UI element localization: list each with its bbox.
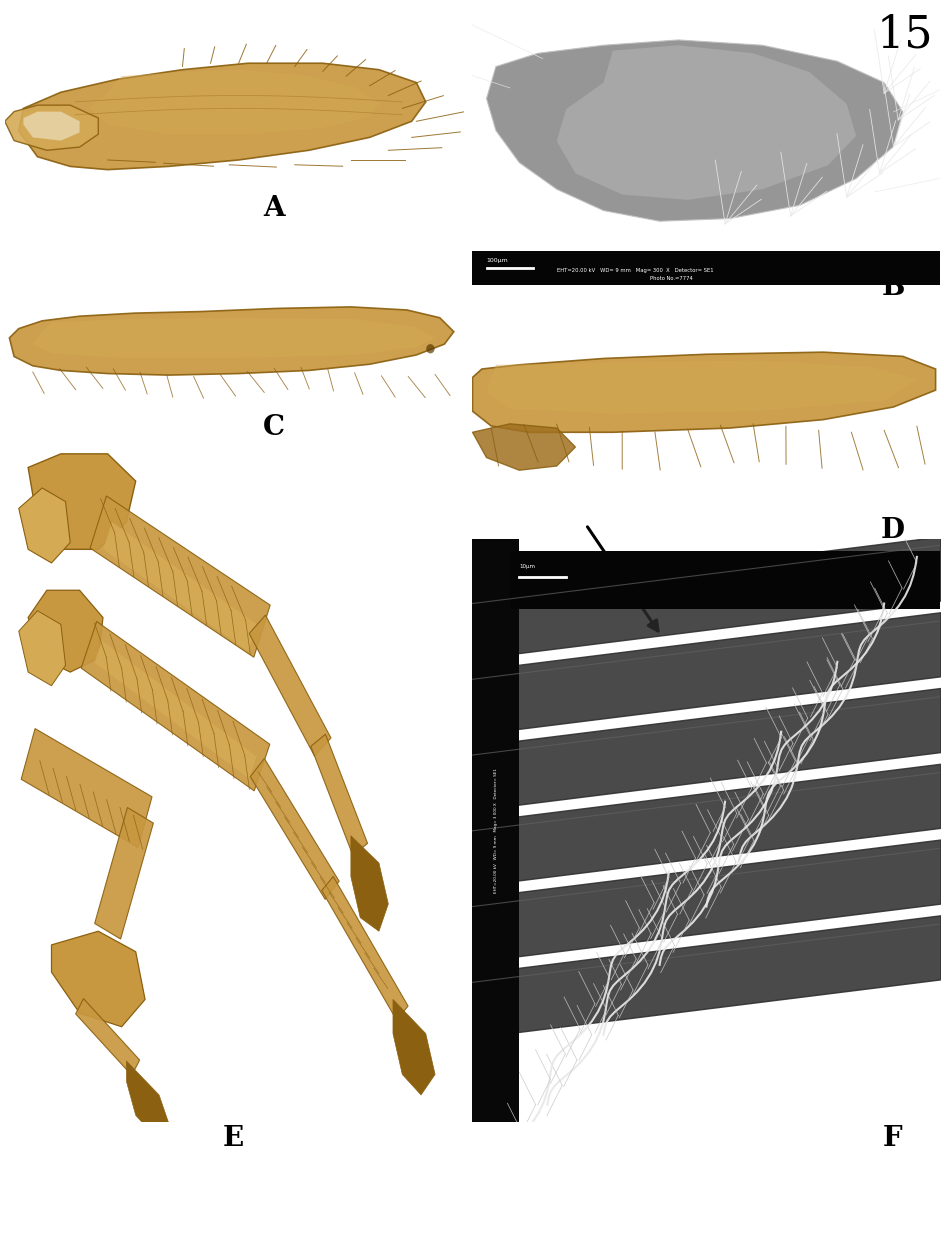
Text: EHT=20.00 kV   WD= 9 mm   Mag= 300  X   Detector= SE1: EHT=20.00 kV WD= 9 mm Mag= 300 X Detecto… — [556, 268, 713, 273]
Polygon shape — [33, 317, 434, 358]
Polygon shape — [81, 621, 269, 791]
Polygon shape — [556, 45, 855, 200]
Polygon shape — [94, 641, 256, 779]
Text: EHT=20.00 kV   WD= 9 mm   Mag= 3 000 X   Detector= SE1: EHT=20.00 kV WD= 9 mm Mag= 3 000 X Detec… — [494, 769, 497, 893]
Polygon shape — [90, 496, 270, 657]
Text: Photo No.=7774: Photo No.=7774 — [649, 277, 692, 281]
Text: E: E — [223, 1125, 244, 1152]
Polygon shape — [89, 69, 379, 134]
Text: 100μm: 100μm — [486, 258, 508, 263]
Polygon shape — [126, 1060, 168, 1136]
Polygon shape — [28, 454, 136, 549]
Text: 15: 15 — [876, 14, 933, 56]
Polygon shape — [486, 40, 902, 221]
Bar — [510, 551, 939, 609]
Text: B: B — [881, 274, 903, 301]
Polygon shape — [103, 522, 257, 651]
Polygon shape — [28, 590, 103, 672]
Polygon shape — [5, 105, 98, 150]
Polygon shape — [486, 361, 916, 413]
Polygon shape — [9, 306, 453, 374]
Polygon shape — [393, 999, 434, 1095]
Bar — [472, 250, 939, 285]
Polygon shape — [21, 729, 152, 847]
Text: D: D — [880, 517, 904, 544]
Text: C: C — [262, 414, 285, 441]
Ellipse shape — [426, 343, 434, 353]
Polygon shape — [19, 63, 425, 170]
Polygon shape — [321, 877, 408, 1021]
Polygon shape — [472, 424, 575, 470]
Polygon shape — [76, 998, 140, 1075]
Polygon shape — [24, 112, 79, 140]
Polygon shape — [19, 487, 70, 563]
Polygon shape — [350, 836, 388, 931]
Polygon shape — [51, 931, 145, 1027]
Polygon shape — [249, 615, 330, 756]
Polygon shape — [94, 807, 153, 939]
Polygon shape — [250, 759, 339, 899]
Text: A: A — [263, 195, 284, 222]
Text: F: F — [883, 1125, 902, 1152]
Polygon shape — [472, 352, 935, 433]
Polygon shape — [19, 610, 65, 686]
Polygon shape — [311, 734, 367, 856]
Bar — [472, 539, 519, 1122]
Text: 10μm: 10μm — [519, 563, 534, 568]
